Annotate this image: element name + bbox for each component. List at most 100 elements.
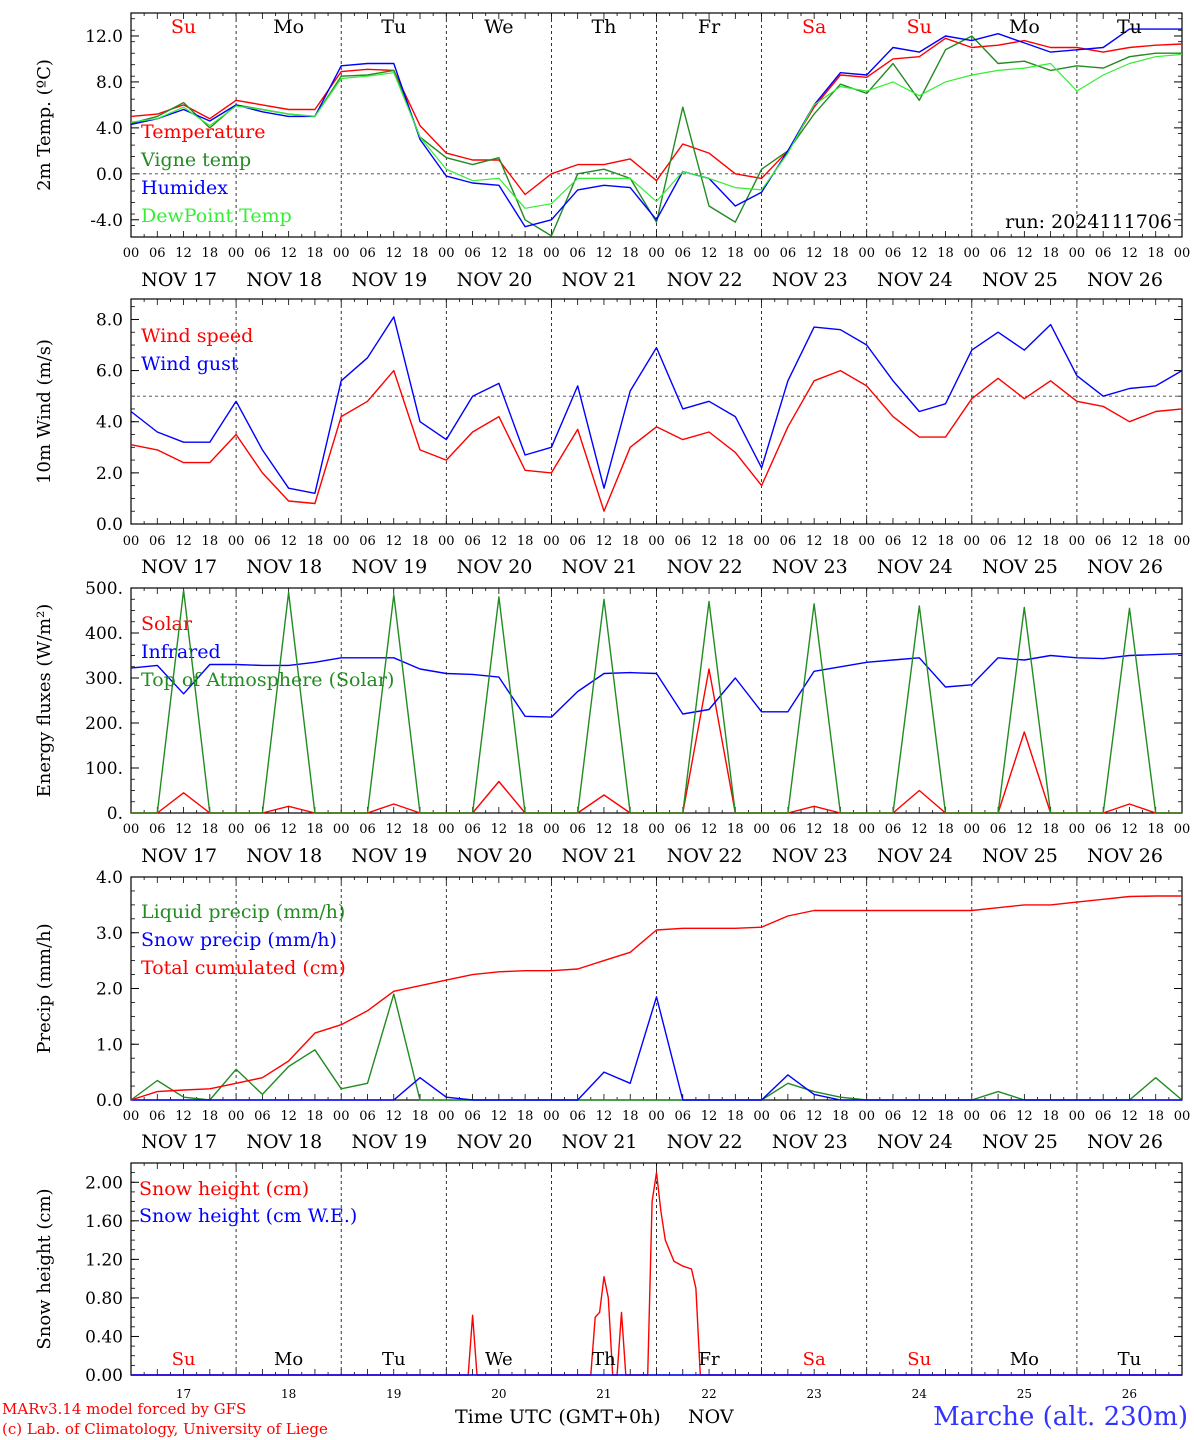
hour-tick-label: 12	[491, 534, 508, 549]
date-label: NOV 23	[772, 556, 848, 578]
copyright-credit: (c) Lab. of Climatology, University of L…	[2, 1420, 328, 1438]
hour-tick-label: 00	[648, 246, 665, 261]
hour-tick-label: 12	[596, 534, 613, 549]
series-line-snow-precip-mm-h	[131, 996, 1182, 1101]
date-label: NOV 18	[246, 269, 322, 291]
hour-tick-label: 06	[569, 1109, 586, 1124]
legend-entry: Solar	[141, 613, 193, 635]
hour-tick-label: 00	[438, 534, 455, 549]
hour-tick-label: 18	[937, 822, 954, 837]
legend-entry: DewPoint Temp	[141, 205, 292, 227]
day-number-label: 25	[1017, 1387, 1032, 1401]
y-tick-label: 8.0	[96, 73, 123, 93]
hour-tick-label: 00	[543, 1109, 560, 1124]
legend-entry: Humidex	[141, 177, 228, 199]
panel-frame	[130, 298, 1183, 525]
hour-tick-label: 06	[990, 822, 1007, 837]
hour-tick-label: 06	[675, 1109, 692, 1124]
hour-tick-label: 00	[333, 822, 350, 837]
hour-tick-label: 12	[911, 246, 928, 261]
hour-tick-label: 06	[254, 246, 271, 261]
date-label: NOV 21	[562, 1131, 638, 1153]
y-tick-label: 2.0	[96, 464, 123, 484]
hour-tick-label: 18	[1147, 246, 1164, 261]
y-tick-label: 300.	[85, 669, 123, 689]
hour-tick-label: 18	[1147, 1109, 1164, 1124]
day-abbrev-label: Fr	[698, 16, 721, 38]
hour-tick-label: 06	[569, 246, 586, 261]
hour-tick-label: 06	[254, 534, 271, 549]
date-label: NOV 18	[246, 556, 322, 578]
panel-5: 0.00 0.40 0.80 1.20 1.60 2.00 Snow height (cm)…	[34, 1162, 1183, 1401]
hour-tick-label: 12	[701, 1109, 718, 1124]
hour-tick-label: 18	[727, 534, 744, 549]
date-label: NOV 23	[772, 1131, 848, 1153]
day-number-label: 23	[807, 1387, 822, 1401]
hour-tick-label: 00	[858, 822, 875, 837]
hour-tick-label: 18	[727, 1109, 744, 1124]
date-label: NOV 20	[457, 556, 533, 578]
day-number-label: 26	[1122, 1387, 1137, 1401]
hour-tick-label: 18	[1042, 1109, 1059, 1124]
hour-tick-label: 18	[1042, 246, 1059, 261]
hour-tick-label: 06	[990, 1109, 1007, 1124]
hour-tick-label: 06	[1095, 246, 1112, 261]
hour-tick-label: 00	[1069, 246, 1086, 261]
hour-tick-label: 12	[701, 246, 718, 261]
y-tick-label: 3.0	[96, 924, 123, 944]
hour-tick-label: 12	[175, 246, 192, 261]
day-abbrev-label: Th	[591, 16, 616, 38]
day-abbrev-label: Fr	[699, 1349, 720, 1370]
day-number-label: 21	[596, 1387, 611, 1401]
hour-tick-label: 00	[648, 822, 665, 837]
date-label: NOV 19	[351, 269, 427, 291]
day-abbrev-label: Su	[171, 16, 196, 38]
hour-tick-label: 18	[937, 246, 954, 261]
legend-entry: Infrared	[141, 641, 221, 663]
y-axis-label: 2m Temp. (ºC)	[34, 59, 55, 191]
hour-tick-label: 06	[675, 822, 692, 837]
hour-tick-label: 00	[333, 1109, 350, 1124]
hour-tick-label: 00	[438, 822, 455, 837]
hour-tick-label: 18	[622, 246, 639, 261]
hour-tick-label: 18	[832, 1109, 849, 1124]
y-tick-label: 4.0	[96, 413, 123, 433]
series-line-humidex	[130, 28, 1182, 228]
y-tick-label: 1.60	[85, 1212, 123, 1232]
hour-tick-label: 18	[412, 1109, 429, 1124]
hour-tick-label: 18	[1042, 534, 1059, 549]
date-label: NOV 25	[982, 845, 1058, 867]
hour-tick-label: 12	[701, 534, 718, 549]
hour-tick-label: 18	[727, 822, 744, 837]
hour-tick-label: 00	[228, 246, 245, 261]
hour-tick-label: 06	[359, 534, 376, 549]
hour-tick-label: 00	[1174, 1109, 1191, 1124]
hour-tick-label: 00	[438, 246, 455, 261]
day-number-label: 19	[386, 1387, 401, 1401]
legend-entry: Snow height (cm W.E.)	[139, 1205, 357, 1227]
hour-tick-label: 06	[359, 1109, 376, 1124]
hour-tick-label: 18	[517, 534, 534, 549]
hour-tick-label: 12	[491, 822, 508, 837]
hour-tick-label: 12	[175, 534, 192, 549]
date-label: NOV 17	[141, 269, 217, 291]
hour-tick-label: 00	[123, 246, 140, 261]
panel-4: 0.0 1.0 2.0 3.0 4.0 Precip (mm/h) Liquid preci…	[34, 868, 1190, 1153]
hour-tick-label: 00	[858, 246, 875, 261]
hour-tick-label: 18	[1147, 822, 1164, 837]
hour-tick-label: 00	[753, 246, 770, 261]
hour-tick-label: 06	[675, 534, 692, 549]
y-tick-label: 2.0	[96, 980, 123, 1000]
day-abbrev-label: Su	[907, 1349, 931, 1370]
hour-tick-label: 12	[280, 534, 297, 549]
hour-tick-label: 12	[175, 822, 192, 837]
day-abbrev-label: Mo	[1009, 16, 1040, 38]
hour-tick-label: 00	[1069, 534, 1086, 549]
hour-tick-label: 00	[648, 1109, 665, 1124]
hour-tick-label: 06	[990, 534, 1007, 549]
hour-tick-label: 00	[1069, 822, 1086, 837]
hour-tick-label: 00	[123, 534, 140, 549]
hour-tick-label: 18	[517, 822, 534, 837]
hour-tick-label: 12	[1016, 822, 1033, 837]
date-label: NOV 20	[457, 1131, 533, 1153]
